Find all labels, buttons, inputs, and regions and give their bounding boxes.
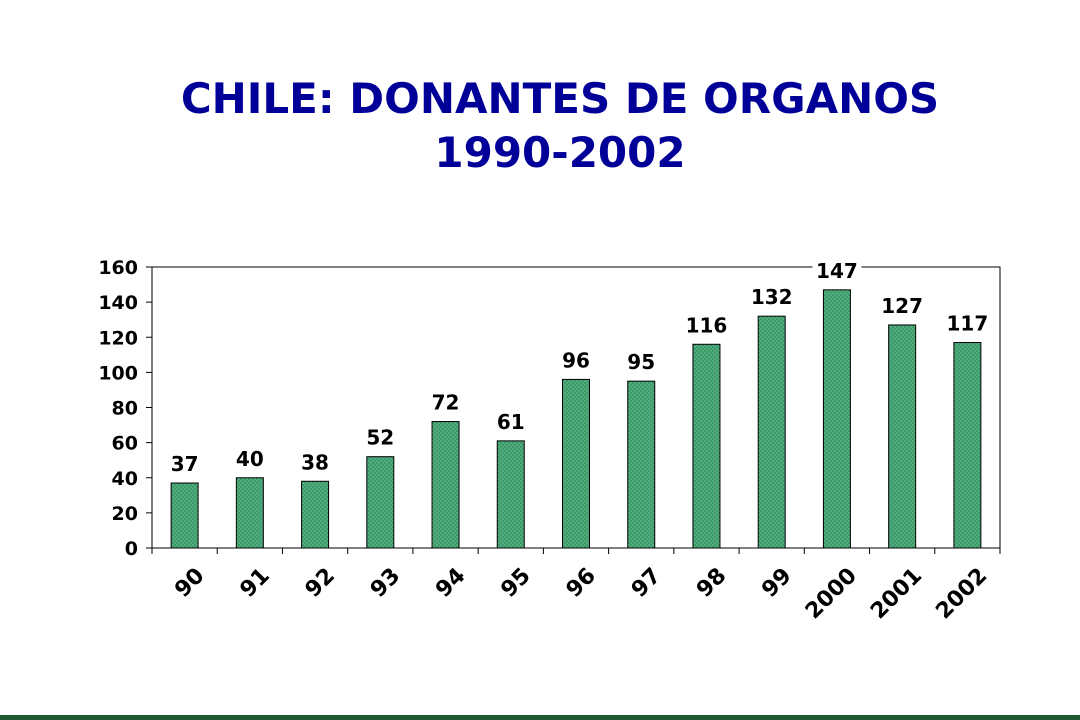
bar: [757, 315, 786, 549]
x-tick-label: 94: [431, 563, 470, 602]
data-label: 52: [366, 426, 394, 450]
data-label: 147: [816, 259, 858, 283]
x-tick-label: 90: [170, 563, 209, 602]
data-label: 38: [301, 450, 329, 474]
data-label-bg: [623, 348, 660, 375]
bar: [496, 440, 525, 549]
data-label: 132: [751, 285, 793, 309]
x-tick-label: 2000: [801, 563, 862, 624]
bar: [170, 482, 199, 549]
y-tick-label: 120: [98, 327, 138, 349]
bar: [235, 477, 264, 549]
data-label: 95: [627, 350, 655, 374]
data-label-bg: [231, 444, 268, 471]
x-tick-label: 91: [236, 563, 275, 602]
x-tick-label: 92: [301, 563, 340, 602]
data-label: 37: [171, 452, 199, 476]
x-tick-label: 2001: [866, 563, 927, 624]
data-label: 40: [236, 447, 264, 471]
data-label-bg: [558, 346, 594, 373]
x-tick-label: 98: [692, 563, 731, 602]
data-label: 116: [686, 313, 728, 337]
bar: [822, 289, 851, 549]
x-tick-label: 2002: [931, 563, 992, 624]
data-label-bg: [492, 407, 529, 434]
bar: [692, 343, 721, 549]
data-label-bg: [877, 291, 927, 318]
y-tick-label: 0: [125, 538, 138, 560]
y-axis: 0 20 40 60 80 100 120 140 160: [98, 257, 152, 560]
bottom-rule: [0, 715, 1080, 720]
x-tick-label: 95: [496, 563, 535, 602]
chart-title-line-2: 1990-2002: [434, 128, 686, 177]
data-label-bg: [812, 256, 862, 283]
data-labels: 37 40 38 52 72 61 96 95 116 132 147 127 117: [166, 256, 992, 477]
y-tick-label: 160: [98, 257, 138, 279]
y-tick-label: 40: [112, 468, 138, 490]
data-label: 96: [562, 348, 590, 372]
x-tick-label: 96: [562, 563, 601, 602]
y-tick-label: 80: [112, 398, 138, 420]
data-label-bg: [166, 450, 203, 477]
bar: [953, 342, 982, 549]
data-label-bg: [942, 309, 992, 336]
y-tick-label: 20: [112, 503, 138, 525]
bar: [301, 480, 330, 549]
data-label-bg: [427, 388, 464, 415]
data-label: 72: [432, 391, 460, 415]
bar: [562, 378, 590, 549]
y-tick-label: 60: [112, 433, 138, 455]
bar: [431, 421, 460, 549]
x-tick-label: 97: [627, 563, 666, 602]
x-tick-label: 93: [366, 563, 405, 602]
data-label: 117: [947, 312, 989, 336]
data-label: 127: [881, 294, 923, 318]
x-axis: 90 91 92 93 94 95 96 97 98 99 2000 2001 2002: [151, 548, 1001, 624]
bar: [888, 324, 917, 549]
chart-title: CHILE: DONANTES DE ORGANOS 1990-2002: [0, 72, 1080, 180]
chart-title-line-1: CHILE: DONANTES DE ORGANOS: [180, 74, 940, 123]
data-label: 61: [497, 410, 525, 434]
data-label-bg: [297, 448, 334, 475]
bar-series: [170, 289, 982, 549]
x-tick-label: 99: [757, 563, 796, 602]
data-label-bg: [681, 311, 731, 338]
data-label-bg: [362, 423, 399, 450]
y-tick-label: 140: [98, 292, 138, 314]
y-tick-label: 100: [98, 362, 138, 384]
bar: [366, 456, 395, 549]
bar: [627, 380, 656, 549]
data-label-bg: [747, 283, 797, 310]
